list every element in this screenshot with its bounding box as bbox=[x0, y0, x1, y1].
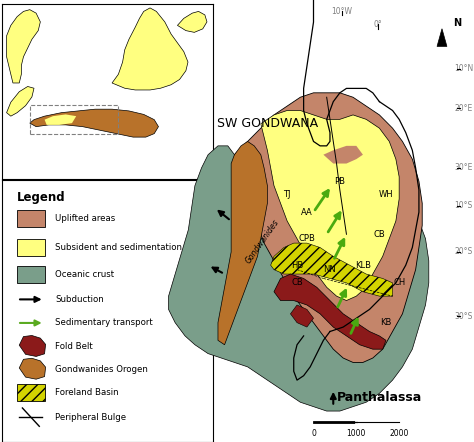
Text: SW GONDWANA: SW GONDWANA bbox=[217, 117, 318, 130]
Polygon shape bbox=[169, 146, 429, 411]
Text: 0°: 0° bbox=[374, 20, 382, 29]
Text: Oceanic crust: Oceanic crust bbox=[55, 270, 114, 279]
FancyBboxPatch shape bbox=[17, 210, 45, 227]
Text: N: N bbox=[454, 18, 462, 28]
Polygon shape bbox=[45, 114, 76, 125]
Text: Gondwanides: Gondwanides bbox=[244, 217, 281, 265]
Text: 10°N: 10°N bbox=[454, 64, 473, 73]
Text: CH: CH bbox=[393, 278, 405, 287]
Text: 20°S: 20°S bbox=[454, 248, 473, 256]
Text: Gondwanides Orogen: Gondwanides Orogen bbox=[55, 365, 148, 374]
Text: 10°S: 10°S bbox=[454, 201, 473, 210]
Polygon shape bbox=[19, 358, 46, 379]
Polygon shape bbox=[437, 29, 447, 46]
Text: AA: AA bbox=[301, 208, 313, 217]
Text: KB: KB bbox=[380, 318, 392, 327]
Text: Peripheral Bulge: Peripheral Bulge bbox=[55, 413, 126, 422]
Text: TJ: TJ bbox=[283, 190, 291, 199]
FancyBboxPatch shape bbox=[17, 266, 45, 283]
Text: 1000: 1000 bbox=[346, 429, 366, 438]
Text: Uplifted areas: Uplifted areas bbox=[55, 214, 115, 223]
Text: CB: CB bbox=[374, 230, 385, 239]
Polygon shape bbox=[235, 93, 422, 362]
Bar bbox=[30, 105, 118, 133]
Text: 30°S: 30°S bbox=[454, 312, 473, 320]
Polygon shape bbox=[261, 110, 399, 301]
Text: CB: CB bbox=[291, 278, 303, 287]
Text: PB: PB bbox=[334, 177, 346, 186]
Text: NN: NN bbox=[324, 265, 337, 274]
Polygon shape bbox=[7, 10, 40, 83]
Text: Sedimentary transport: Sedimentary transport bbox=[55, 318, 153, 328]
Polygon shape bbox=[30, 109, 158, 137]
Text: HB: HB bbox=[291, 261, 303, 270]
Text: Foreland Basin: Foreland Basin bbox=[55, 388, 118, 397]
Text: 0: 0 bbox=[311, 429, 316, 438]
Text: 20°E: 20°E bbox=[454, 104, 473, 113]
FancyBboxPatch shape bbox=[17, 384, 45, 401]
Polygon shape bbox=[323, 146, 363, 164]
Polygon shape bbox=[7, 87, 34, 116]
Polygon shape bbox=[112, 8, 188, 90]
Polygon shape bbox=[271, 243, 392, 296]
Text: Subduction: Subduction bbox=[55, 295, 104, 304]
Text: Panthalassa: Panthalassa bbox=[337, 391, 422, 404]
Polygon shape bbox=[274, 274, 386, 349]
Text: KLB: KLB bbox=[355, 261, 371, 270]
Text: 30°E: 30°E bbox=[454, 164, 473, 172]
Text: Legend: Legend bbox=[17, 191, 66, 204]
Text: 10°W: 10°W bbox=[331, 7, 352, 15]
Text: Subsident and sedimentation areas: Subsident and sedimentation areas bbox=[55, 243, 209, 251]
Polygon shape bbox=[291, 305, 313, 327]
Text: CPB: CPB bbox=[299, 234, 315, 243]
Polygon shape bbox=[177, 11, 207, 32]
Polygon shape bbox=[19, 335, 46, 356]
Text: 2000: 2000 bbox=[390, 429, 409, 438]
Text: WH: WH bbox=[379, 190, 393, 199]
Polygon shape bbox=[218, 141, 267, 345]
Text: Fold Belt: Fold Belt bbox=[55, 342, 93, 351]
FancyBboxPatch shape bbox=[17, 239, 45, 255]
